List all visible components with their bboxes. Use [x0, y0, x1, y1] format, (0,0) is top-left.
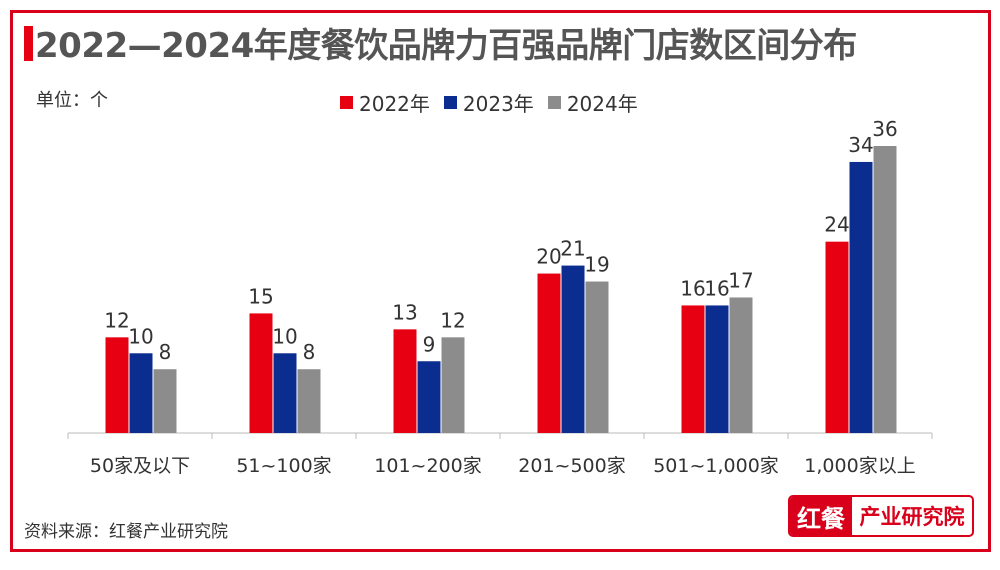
- logo-part2: 产业研究院: [859, 505, 965, 529]
- bar: [825, 241, 849, 433]
- data-label: 21: [560, 237, 585, 261]
- data-label: 24: [824, 213, 849, 237]
- bar: [393, 329, 417, 433]
- legend-item-2022: 2022年: [340, 88, 430, 117]
- legend-item-2023: 2023年: [443, 88, 534, 117]
- legend-label: 2023年: [462, 92, 534, 116]
- data-label: 15: [248, 284, 273, 308]
- source-note: 资料来源：红餐产业研究院: [24, 522, 228, 542]
- x-tick-label: 50家及以下: [90, 455, 190, 477]
- data-label: 34: [848, 133, 873, 157]
- legend-label: 2024年: [566, 92, 638, 116]
- x-tick-label: 1,000家以上: [804, 455, 915, 477]
- bar: [297, 369, 321, 433]
- legend-label: 2022年: [359, 92, 430, 116]
- x-tick-label: 201~500家: [518, 455, 625, 477]
- data-label: 12: [440, 308, 465, 332]
- data-label: 10: [128, 324, 153, 348]
- data-label: 8: [303, 340, 316, 364]
- legend: 2022年 2023年 2024年: [340, 88, 638, 117]
- bar: [681, 305, 705, 433]
- bar: [873, 146, 897, 433]
- bar: [105, 337, 129, 433]
- legend-swatch: [547, 96, 561, 109]
- x-tick-label: 501~1,000家: [653, 455, 779, 477]
- bar: [849, 161, 873, 433]
- bar: [705, 305, 729, 433]
- chart-title: 2022—2024年度餐饮品牌力百强品牌门店数区间分布: [35, 26, 857, 66]
- data-label: 10: [272, 324, 297, 348]
- data-label: 36: [872, 117, 897, 141]
- legend-item-2024: 2024年: [547, 88, 638, 117]
- bar: [129, 353, 153, 433]
- bar: [273, 353, 297, 433]
- data-label: 17: [728, 268, 753, 292]
- data-label: 13: [392, 300, 417, 324]
- data-label: 12: [104, 308, 129, 332]
- logo-part1: 红餐: [790, 497, 852, 535]
- bar: [729, 297, 753, 433]
- unit-label: 单位：个: [36, 90, 108, 111]
- logo: 红餐 产业研究院: [788, 495, 974, 537]
- bar: [153, 369, 177, 433]
- legend-swatch: [443, 96, 457, 109]
- x-tick-label: 51~100家: [236, 455, 331, 477]
- data-label: 20: [536, 245, 561, 269]
- data-label: 19: [584, 253, 609, 277]
- data-label: 9: [423, 332, 436, 356]
- bar: [561, 265, 585, 433]
- data-label: 16: [704, 276, 729, 300]
- x-tick-label: 101~200家: [374, 455, 481, 477]
- bar: [417, 361, 441, 433]
- chart-frame: [10, 10, 991, 552]
- title-accent-bar: [24, 26, 33, 61]
- bar: [249, 313, 273, 433]
- bar: [585, 281, 609, 433]
- bar: [441, 337, 465, 433]
- bar: [537, 273, 561, 433]
- data-label: 8: [159, 340, 172, 364]
- legend-swatch: [340, 96, 353, 109]
- data-label: 16: [680, 276, 705, 300]
